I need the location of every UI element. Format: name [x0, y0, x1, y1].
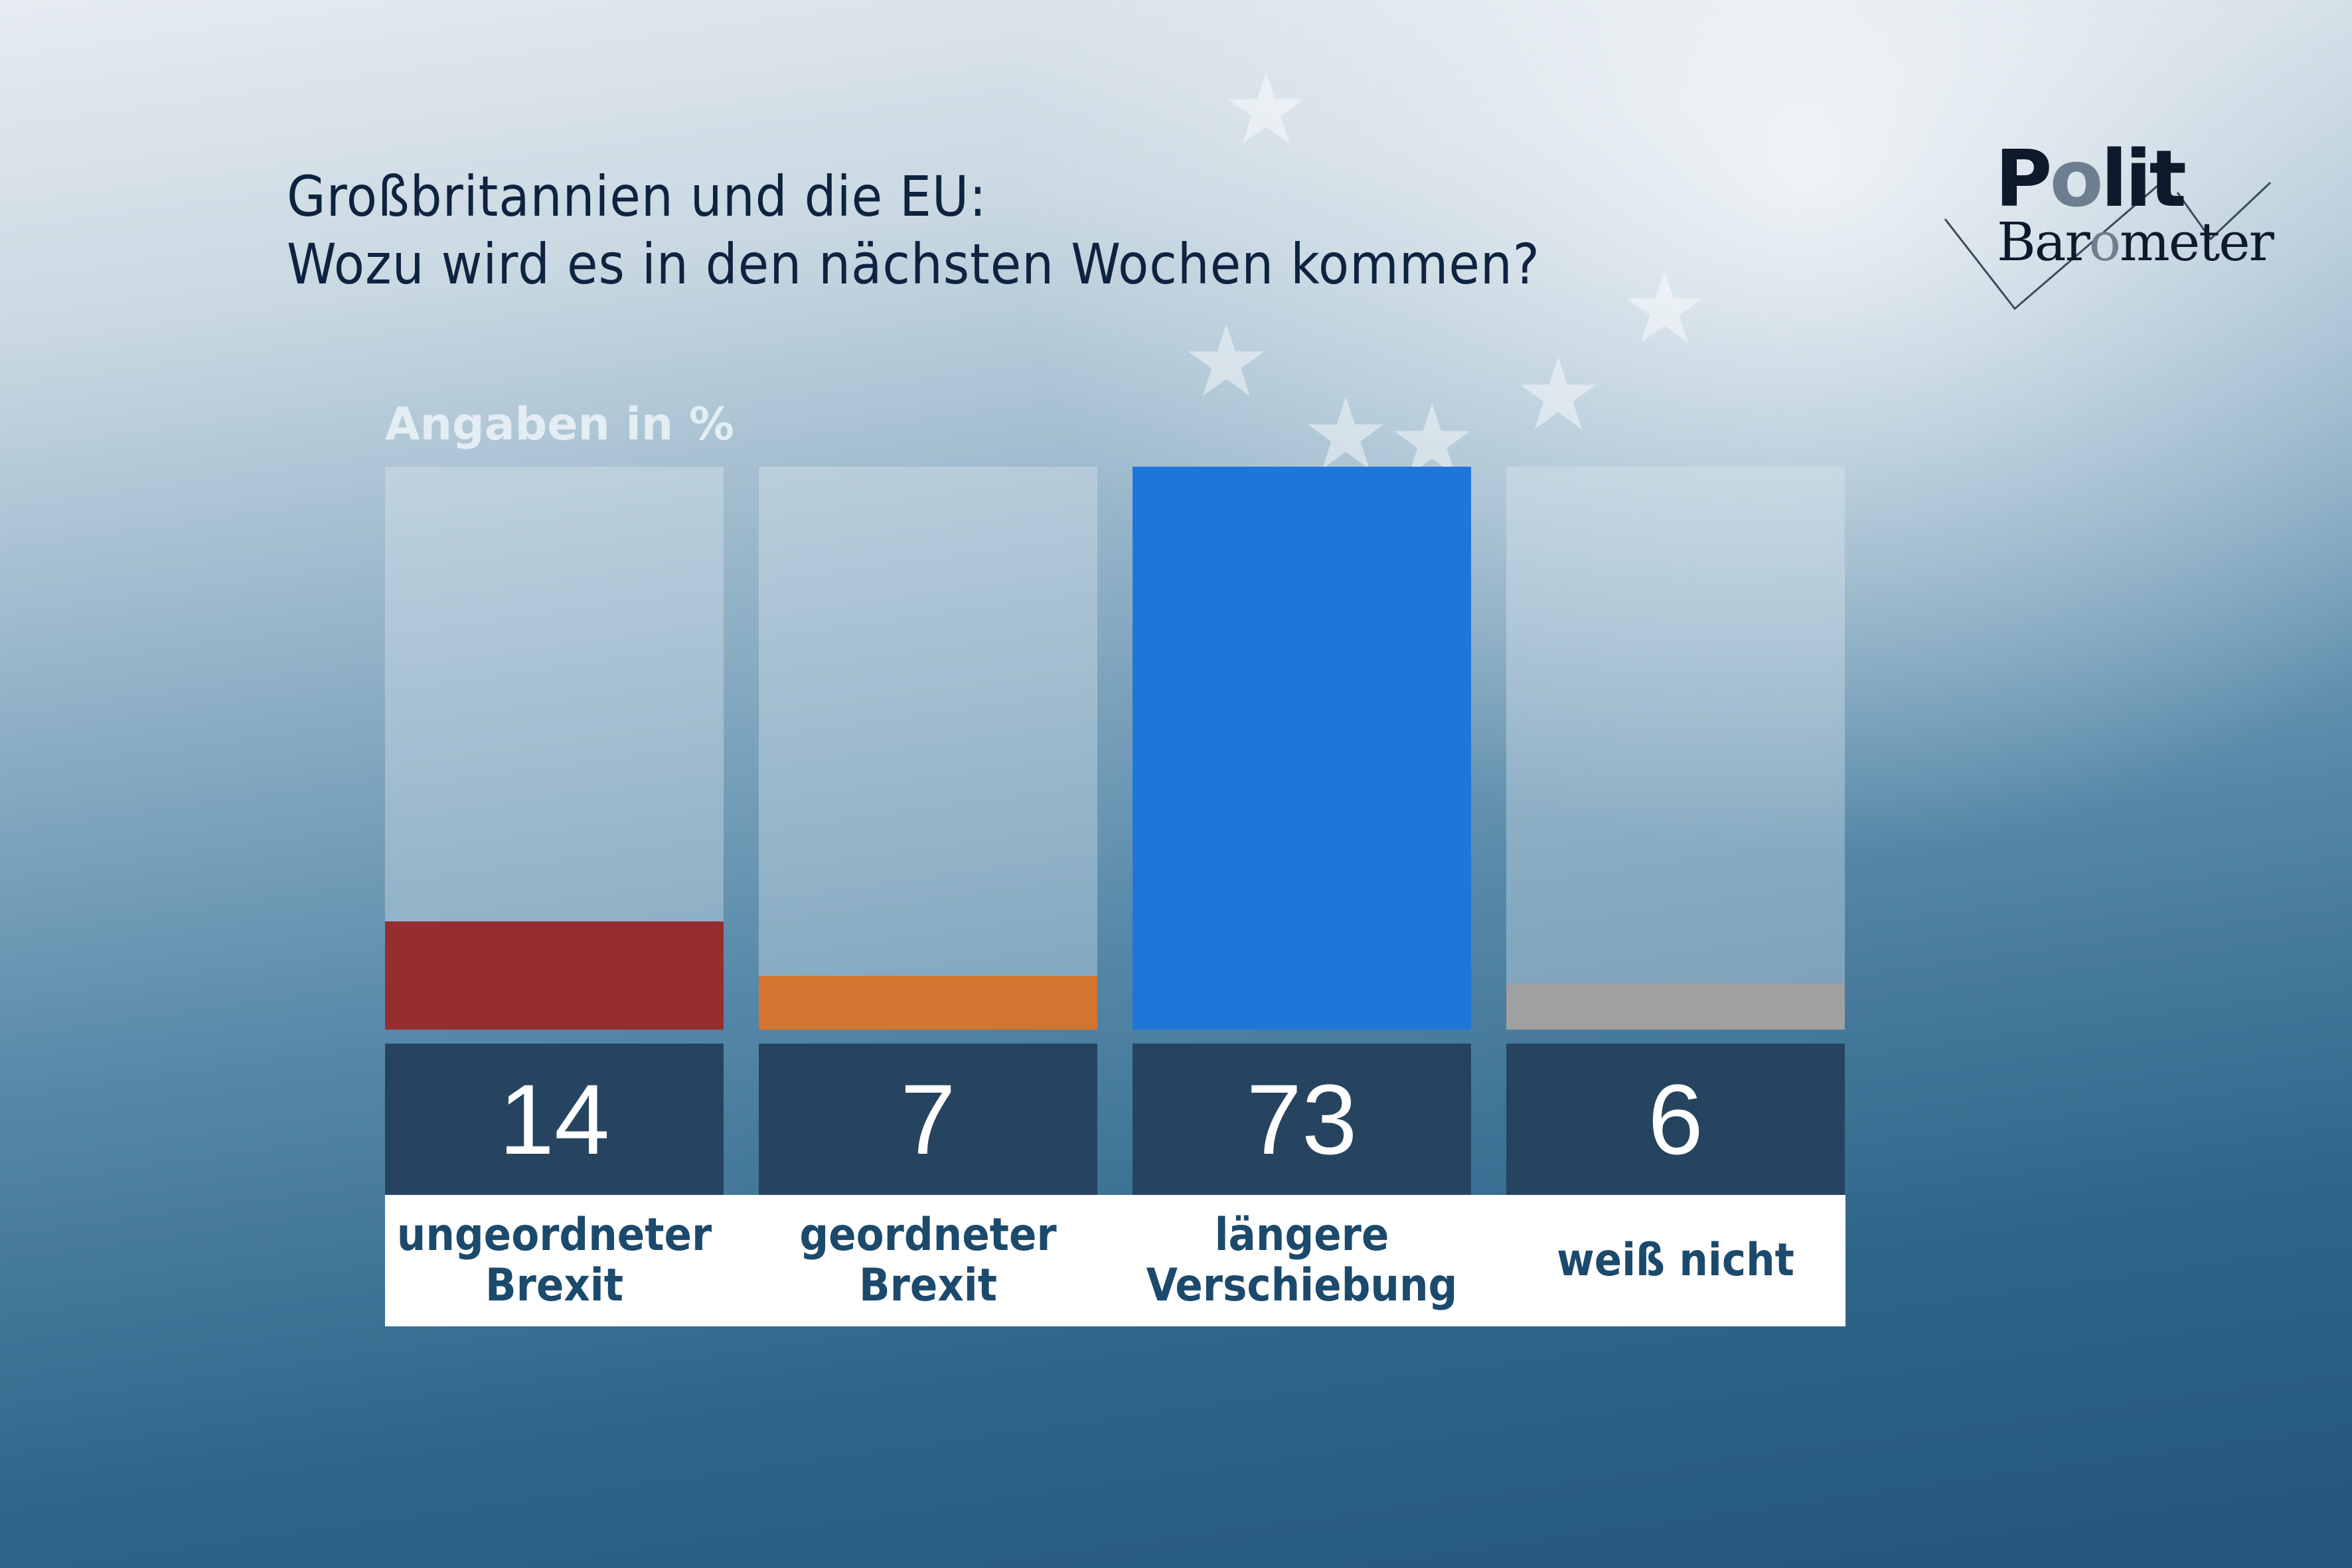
category-label: geordneter Brexit	[799, 1209, 1057, 1312]
value-label: 6	[1506, 1044, 1845, 1195]
unit-label: Angaben in %	[385, 398, 735, 451]
logo-polit-text: Polit	[1995, 133, 2187, 224]
logo-barometer-text: Barometer	[1997, 211, 2274, 273]
title-line-2: Wozu wird es in den nächsten Wochen komm…	[287, 232, 1540, 297]
value-label: 7	[759, 1044, 1097, 1195]
politbarometer-logo: Polit Barometer	[1938, 139, 2284, 312]
bar-track	[759, 467, 1097, 1030]
checkmark-icon	[1944, 181, 2272, 311]
bar-track	[1506, 467, 1845, 1030]
value-label: 14	[385, 1044, 724, 1195]
eu-star-icon: ★	[1182, 304, 1271, 420]
bar-verschiebung	[1133, 467, 1471, 1030]
eu-star-icon: ★	[1620, 251, 1709, 366]
value-label: 73	[1133, 1044, 1471, 1195]
chart-title: Großbritannien und die EU: Wozu wird es …	[287, 163, 1540, 298]
bar-geordneter	[759, 976, 1097, 1030]
title-line-1: Großbritannien und die EU:	[287, 164, 987, 229]
eu-star-icon: ★	[1221, 52, 1311, 167]
bar-ungeordneter	[385, 921, 724, 1030]
category-label: ungeordneter Brexit	[396, 1209, 712, 1312]
category-label: weiß nicht	[1557, 1234, 1794, 1287]
category-label-panel	[385, 1195, 1845, 1326]
eu-star-icon: ★	[1514, 337, 1603, 453]
category-label: längere Verschiebung	[1146, 1209, 1458, 1312]
bar-weiss_nicht	[1506, 983, 1845, 1030]
